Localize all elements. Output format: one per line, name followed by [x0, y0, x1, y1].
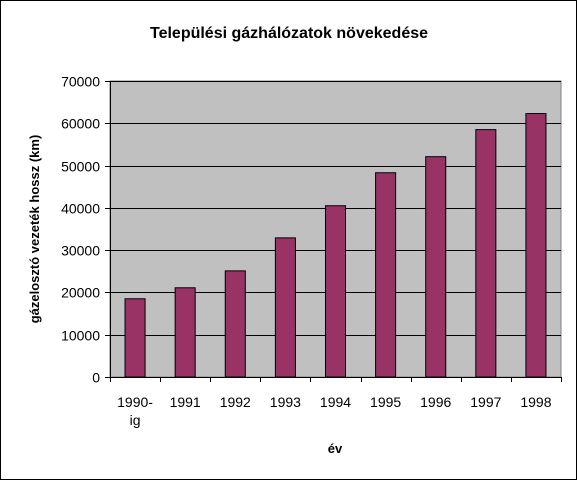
bar-1994 — [324, 205, 347, 378]
x-tick-label: 1991 — [170, 394, 201, 410]
y-axis: 0 10000 20000 30000 40000 50000 60000 70000 — [61, 74, 111, 386]
y-tick-label: 70000 — [61, 74, 100, 90]
y-tick-label: 0 — [92, 370, 100, 386]
y-tick-label: 30000 — [61, 243, 100, 259]
bar-1996 — [425, 156, 447, 378]
y-tick-label: 20000 — [61, 285, 100, 301]
x-axis: 1990- ig 1991 1992 1993 1994 1995 1996 1997 1998 — [110, 377, 562, 428]
y-tick-label: 40000 — [61, 201, 100, 217]
y-tick-label: 50000 — [61, 159, 100, 175]
x-tick-label: 1995 — [370, 394, 401, 410]
bar-1992 — [224, 270, 246, 378]
x-axis-title: év — [328, 441, 343, 456]
x-tick-label: 1998 — [520, 394, 551, 410]
chart-title: Települési gázhálózatok növekedése — [150, 25, 428, 42]
bars — [124, 113, 547, 378]
bar-1997 — [475, 129, 497, 378]
bar-1991 — [174, 287, 196, 378]
y-tick-label: 10000 — [61, 328, 100, 344]
y-tick-label: 60000 — [61, 116, 100, 132]
bar-1993 — [274, 237, 296, 378]
x-tick-label: 1997 — [470, 394, 501, 410]
x-tick-label: 1996 — [420, 394, 451, 410]
bar-1990-ig — [124, 298, 146, 378]
x-tick-label: 1992 — [220, 394, 251, 410]
x-tick-label: ig — [130, 412, 141, 428]
x-tick-label: 1990- — [117, 394, 153, 410]
x-tick-label: 1994 — [320, 394, 351, 410]
bar-1998 — [525, 113, 547, 378]
y-axis-title: gázelosztó vezeték hossz (km) — [27, 135, 42, 324]
bar-1995 — [375, 172, 397, 378]
x-tick-label: 1993 — [270, 394, 301, 410]
